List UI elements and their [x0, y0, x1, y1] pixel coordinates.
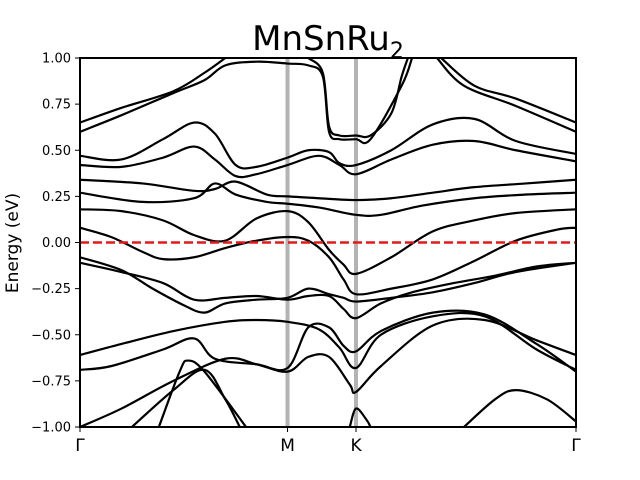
- band-line-8: [80, 178, 576, 202]
- band-line-7: [80, 182, 576, 217]
- chart-title-main: MnSnRu: [252, 19, 390, 59]
- y-tick-label-3: −0.25: [31, 282, 71, 297]
- y-tick-label-2: −0.50: [31, 328, 71, 343]
- band-line-16: [130, 368, 241, 427]
- y-tick-label-7: 0.75: [42, 98, 71, 113]
- band-line-13: [307, 58, 409, 139]
- band-line-9: [80, 139, 576, 179]
- band-lines: [80, 58, 576, 427]
- band-line-3: [80, 261, 576, 320]
- band-line-0: [80, 317, 576, 427]
- band-line-4: [80, 256, 576, 314]
- y-tick-label-0: −1.00: [31, 421, 71, 436]
- y-tick-label-6: 0.50: [42, 144, 71, 159]
- chart-title-subscript: 2: [390, 39, 404, 64]
- kpoint-label-2: K: [350, 436, 362, 456]
- kpoint-label-1: M: [280, 436, 295, 456]
- band-line-6: [80, 208, 576, 276]
- band-line-2: [80, 309, 576, 373]
- kpoint-label-0: Γ: [75, 436, 85, 456]
- y-tick-label-8: 1.00: [42, 52, 71, 67]
- band-line-5: [80, 226, 576, 296]
- band-line-19: [462, 389, 576, 427]
- band-line-14: [440, 58, 576, 124]
- band-line-18: [348, 407, 372, 427]
- y-tick-label-1: −0.75: [31, 374, 71, 389]
- kpoint-label-3: Γ: [571, 436, 581, 456]
- y-ticks: −1.00 −0.75 −0.50 −0.25 0.00 0.25 0.50 0.75 1.00: [31, 52, 80, 436]
- band-line-10: [80, 116, 576, 170]
- band-line-11: [80, 58, 414, 145]
- band-line-15: [435, 58, 576, 133]
- band-line-12: [80, 58, 227, 124]
- y-axis-label: Energy (eV): [3, 193, 23, 293]
- band-line-17: [157, 359, 248, 427]
- band-line-1: [80, 311, 576, 371]
- y-tick-label-4: 0.00: [42, 236, 71, 251]
- y-tick-label-5: 0.25: [42, 190, 71, 205]
